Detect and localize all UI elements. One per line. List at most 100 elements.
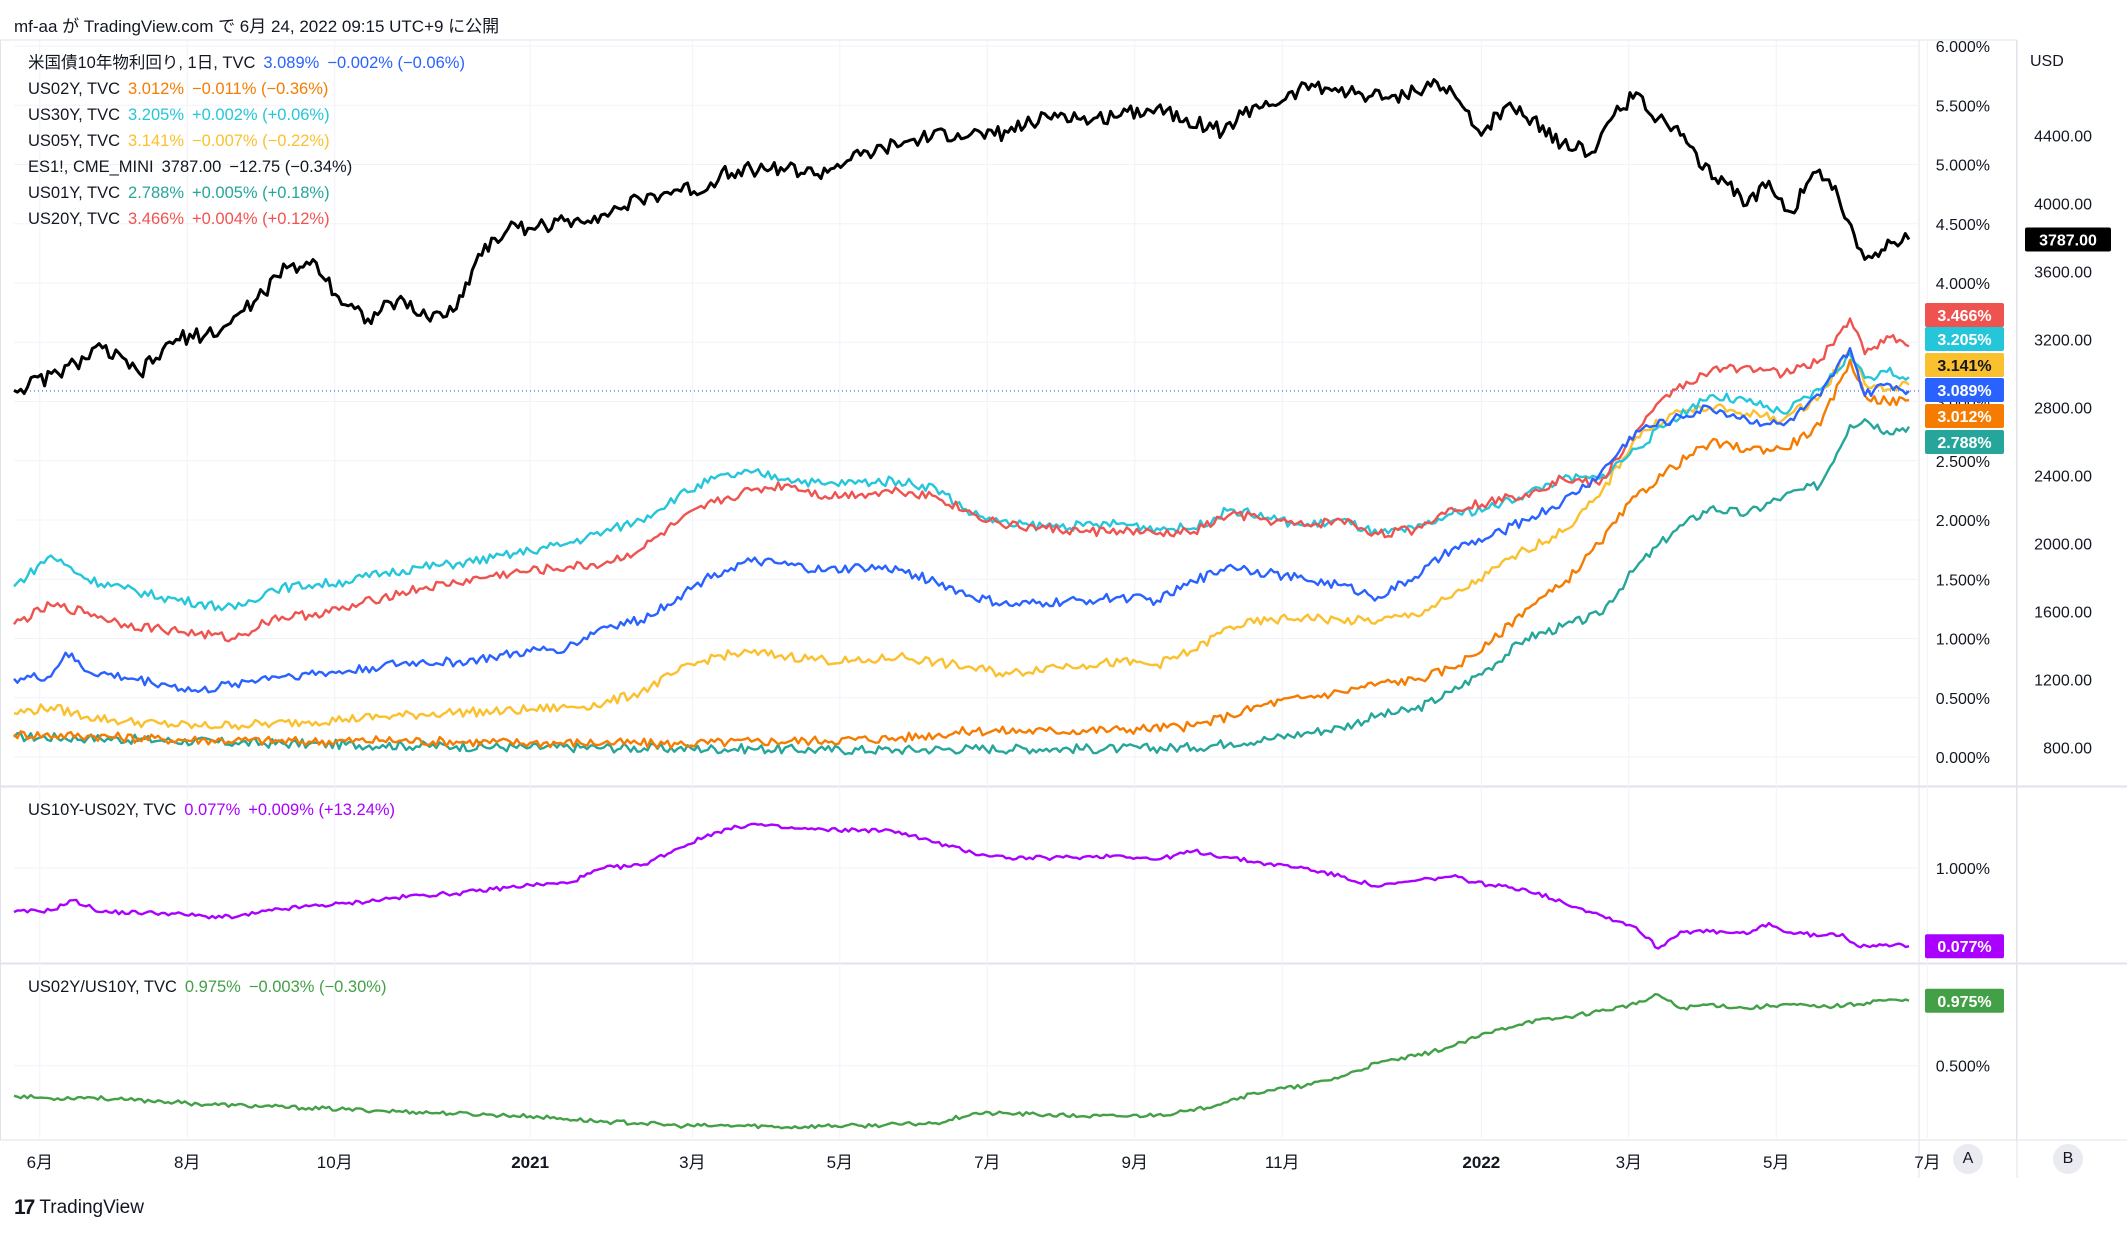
series-line-us10y: [13, 347, 1910, 694]
last-value-badge-us05y: 3.141%: [1937, 358, 1991, 375]
legend-series-name: US05Y, TVC: [28, 132, 121, 150]
time-tick-label: 6月: [27, 1153, 53, 1172]
time-tick-label: 7月: [1914, 1153, 1940, 1172]
spread-pane-legend: US10Y-US02Y, TVC 0.077% +0.009% (+13.24%): [28, 797, 403, 823]
usd-tick-label: 2400.00: [2034, 468, 2092, 485]
time-tick-label: 5月: [1763, 1153, 1789, 1172]
legend-series-name: US20Y, TVC: [28, 210, 121, 228]
last-value-badge-us20y: 3.466%: [1937, 308, 1991, 325]
percent-tick-label: 0.000%: [1936, 750, 1990, 767]
legend-row[interactable]: US10Y-US02Y, TVC 0.077% +0.009% (+13.24%): [28, 797, 403, 823]
time-tick-label: 8月: [174, 1153, 200, 1172]
legend-change: +0.009% (+13.24%): [248, 801, 396, 819]
usd-tick-label: 3200.00: [2034, 332, 2092, 349]
percent-tick-label: 0.500%: [1936, 691, 1990, 708]
spread-tick-label: 1.000%: [1936, 861, 1990, 878]
legend-row[interactable]: 米国債10年物利回り, 1日, TVC 3.089% −0.002% (−0.06%…: [28, 50, 473, 76]
time-tick-label: 3月: [679, 1153, 705, 1172]
legend-value: 3.205%: [128, 106, 184, 124]
time-tick-label: 5月: [827, 1153, 853, 1172]
legend-change: +0.002% (+0.06%): [192, 106, 330, 124]
publish-header: mf-aa が TradingView.com で 6月 24, 2022 09…: [14, 17, 500, 36]
main-pane-legend: 米国債10年物利回り, 1日, TVC 3.089% −0.002% (−0.06%…: [28, 50, 473, 232]
legend-series-name: US01Y, TVC: [28, 184, 121, 202]
time-tick-label: 11月: [1265, 1153, 1300, 1172]
percent-tick-label: 5.000%: [1936, 158, 1990, 175]
legend-change: −0.011% (−0.36%): [192, 80, 329, 98]
legend-value: 0.077%: [184, 801, 241, 819]
last-value-badge-us01y-bg: [1925, 430, 2004, 454]
usd-tick-label: 4000.00: [2034, 196, 2092, 213]
legend-series-name: US10Y-US02Y, TVC: [28, 801, 177, 819]
usd-tick-label: 800.00: [2043, 741, 2092, 758]
legend-row[interactable]: ES1!, CME_MINI 3787.00 −12.75 (−0.34%): [28, 154, 473, 180]
last-value-badge-us10y: 3.089%: [1937, 383, 1991, 400]
legend-series-name: 米国債10年物利回り, 1日, TVC: [28, 54, 256, 72]
percent-tick-label: 1.500%: [1936, 572, 1990, 589]
legend-value: 3.141%: [128, 132, 184, 150]
time-tick-label: 2022: [1462, 1153, 1500, 1172]
percent-tick-label: 4.000%: [1936, 276, 1990, 293]
usd-tick-label: 2800.00: [2034, 400, 2092, 417]
ratio-tick-label: 0.500%: [1936, 1059, 1990, 1076]
series-line-us05y: [13, 347, 1910, 731]
legend-change: −0.007% (−0.22%): [192, 132, 330, 150]
legend-value: 2.788%: [128, 184, 184, 202]
last-value-badge-us02y: 3.012%: [1937, 409, 1991, 426]
tradingview-footer[interactable]: 17 TradingView: [14, 1196, 144, 1220]
axis-button-a[interactable]: A: [1953, 1144, 1983, 1174]
legend-change: −0.002% (−0.06%): [327, 54, 465, 72]
percent-tick-label: 6.000%: [1936, 39, 1990, 56]
legend-value: 3.466%: [128, 210, 184, 228]
last-value-badge-us05y-bg: [1925, 353, 2004, 377]
legend-series-name: US02Y/US10Y, TVC: [28, 978, 177, 996]
last-value-badge-us30y-bg: [1925, 327, 2004, 351]
tradingview-logo-icon: 17: [14, 1196, 35, 1219]
axis-button-b[interactable]: B: [2053, 1144, 2083, 1174]
legend-change: −0.003% (−0.30%): [248, 978, 387, 996]
series-line-us02y: [13, 358, 1910, 750]
last-value-badge-us20y-bg: [1925, 303, 2004, 327]
last-value-badge-spread-bg: [1925, 934, 2004, 959]
legend-series-name: US02Y, TVC: [28, 80, 121, 98]
legend-row[interactable]: US20Y, TVC 3.466% +0.004% (+0.12%): [28, 206, 473, 232]
legend-change: +0.005% (+0.18%): [192, 184, 330, 202]
usd-axis-label: USD: [2030, 53, 2064, 70]
legend-row[interactable]: US01Y, TVC 2.788% +0.005% (+0.18%): [28, 180, 473, 206]
percent-tick-label: 1.000%: [1936, 632, 1990, 649]
legend-value: 3.089%: [263, 54, 320, 72]
last-value-badge-ratio-bg: [1925, 988, 2004, 1013]
usd-tick-label: 1600.00: [2034, 605, 2092, 622]
legend-row[interactable]: US02Y/US10Y, TVC 0.975% −0.003% (−0.30%): [28, 974, 394, 1000]
last-value-badge-us30y: 3.205%: [1937, 332, 1991, 349]
time-tick-label: 3月: [1616, 1153, 1642, 1172]
ratio-pane-legend: US02Y/US10Y, TVC 0.975% −0.003% (−0.30%): [28, 974, 394, 1000]
legend-value: 3.012%: [128, 80, 184, 98]
legend-change: +0.004% (+0.12%): [192, 210, 330, 228]
percent-tick-label: 2.000%: [1936, 513, 1990, 530]
time-tick-label: 9月: [1122, 1153, 1148, 1172]
time-tick-label: 2021: [511, 1153, 549, 1172]
last-value-badge-es1: 3787.00: [2039, 233, 2097, 250]
footer-brand-label: TradingView: [39, 1197, 144, 1218]
legend-series-name: ES1!, CME_MINI: [28, 158, 154, 176]
usd-tick-label: 4400.00: [2034, 128, 2092, 145]
series-line-ratio: [13, 993, 1910, 1130]
last-value-badge-ratio: 0.975%: [1937, 994, 1991, 1011]
series-line-us20y: [13, 317, 1910, 643]
legend-value: 3787.00: [161, 158, 222, 176]
legend-row[interactable]: US05Y, TVC 3.141% −0.007% (−0.22%): [28, 128, 473, 154]
last-value-badge-es1-bg: [2025, 227, 2111, 252]
last-value-badge-us10y-bg: [1925, 378, 2004, 402]
legend-change: −12.75 (−0.34%): [229, 158, 353, 176]
legend-value: 0.975%: [184, 978, 241, 996]
legend-row[interactable]: US02Y, TVC 3.012% −0.011% (−0.36%): [28, 76, 473, 102]
time-tick-label: 10月: [317, 1153, 353, 1172]
usd-tick-label: 2000.00: [2034, 536, 2092, 553]
last-value-badge-spread: 0.077%: [1937, 939, 1991, 956]
legend-row[interactable]: US30Y, TVC 3.205% +0.002% (+0.06%): [28, 102, 473, 128]
time-tick-label: 7月: [974, 1153, 1000, 1172]
series-line-spread: [13, 822, 1910, 950]
usd-tick-label: 3600.00: [2034, 264, 2092, 281]
